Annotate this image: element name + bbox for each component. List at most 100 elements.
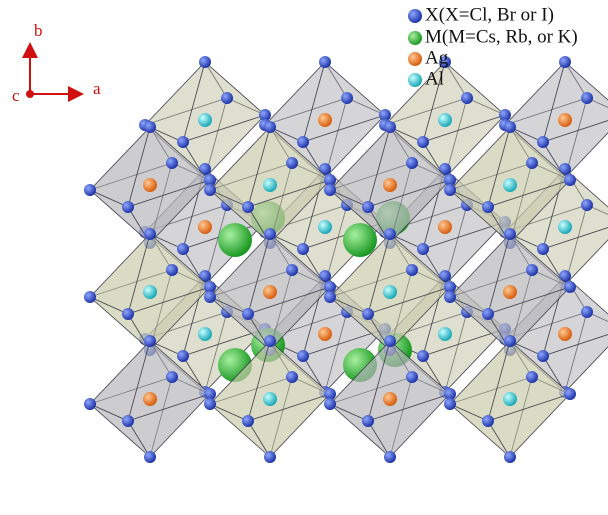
atom	[286, 157, 298, 169]
atom	[144, 335, 156, 347]
atom	[564, 174, 576, 186]
atom	[324, 174, 336, 186]
atom	[297, 136, 309, 148]
atom	[564, 388, 576, 400]
atom	[384, 121, 396, 133]
atom	[264, 121, 276, 133]
legend: X(X=Cl, Br or I) M(M=Cs, Rb, or K) Ag Al	[408, 4, 578, 89]
atom	[286, 371, 298, 383]
atom	[406, 371, 418, 383]
octahedron-face	[127, 286, 211, 351]
octahedron-face	[302, 114, 386, 179]
atom	[376, 201, 410, 235]
atom	[537, 350, 549, 362]
atom	[204, 184, 216, 196]
atom	[259, 109, 271, 121]
atom	[444, 388, 456, 400]
atom	[504, 335, 516, 347]
atom	[177, 243, 189, 255]
atom	[384, 335, 396, 347]
atom	[383, 285, 397, 299]
legend-label: Ag	[425, 47, 449, 68]
atom	[406, 264, 418, 276]
atom	[581, 92, 593, 104]
octahedron-face	[247, 286, 331, 351]
atom	[559, 163, 571, 175]
atom	[242, 415, 254, 427]
atom	[444, 281, 456, 293]
atom	[499, 109, 511, 121]
atom	[264, 335, 276, 347]
atom	[499, 216, 511, 228]
atom	[286, 264, 298, 276]
axis-label: b	[34, 21, 43, 40]
atom	[379, 323, 391, 335]
atom	[84, 398, 96, 410]
atom	[503, 178, 517, 192]
atom	[343, 223, 377, 257]
atom	[504, 121, 516, 133]
atom	[537, 136, 549, 148]
atom	[264, 451, 276, 463]
octahedron-face	[247, 393, 331, 458]
octahedron-face	[422, 328, 506, 393]
atom	[319, 270, 331, 282]
atom	[341, 92, 353, 104]
atom	[204, 281, 216, 293]
atom	[319, 163, 331, 175]
atom	[379, 109, 391, 121]
atom	[558, 327, 572, 341]
atom	[438, 220, 452, 234]
atom	[166, 264, 178, 276]
atom	[318, 113, 332, 127]
octahedron-face	[542, 334, 608, 393]
atom	[318, 220, 332, 234]
c-origin	[26, 90, 34, 98]
atom	[438, 113, 452, 127]
atom	[417, 136, 429, 148]
legend-swatch	[408, 73, 422, 87]
atom	[218, 348, 252, 382]
atom	[122, 415, 134, 427]
octahedron-face	[367, 179, 451, 244]
octahedron-face	[487, 393, 571, 458]
atom	[221, 92, 233, 104]
atom	[362, 308, 374, 320]
atom	[263, 178, 277, 192]
atom	[504, 228, 516, 240]
atom	[503, 285, 517, 299]
atom	[558, 220, 572, 234]
atom	[384, 228, 396, 240]
atom	[581, 199, 593, 211]
octahedron-face	[127, 393, 211, 458]
atom	[384, 451, 396, 463]
atom	[143, 392, 157, 406]
octahedron-face	[367, 393, 451, 458]
octahedron-face	[542, 120, 608, 179]
atom	[297, 243, 309, 255]
atom	[122, 308, 134, 320]
atom	[362, 201, 374, 213]
atom	[439, 163, 451, 175]
atom	[406, 157, 418, 169]
atom	[84, 184, 96, 196]
atom	[444, 398, 456, 410]
atom	[198, 113, 212, 127]
atom	[264, 228, 276, 240]
octahedra	[84, 56, 608, 463]
atom	[482, 201, 494, 213]
legend-label: X(X=Cl, Br or I)	[425, 4, 554, 25]
atom	[537, 243, 549, 255]
atom	[242, 201, 254, 213]
atom	[84, 291, 96, 303]
atom	[144, 451, 156, 463]
atom	[438, 327, 452, 341]
octahedron-face	[127, 179, 211, 244]
atom	[143, 285, 157, 299]
atom	[439, 56, 451, 68]
legend-swatch	[408, 9, 422, 23]
atom	[166, 157, 178, 169]
axis-label: a	[93, 79, 101, 98]
atom	[199, 270, 211, 282]
atom	[526, 264, 538, 276]
